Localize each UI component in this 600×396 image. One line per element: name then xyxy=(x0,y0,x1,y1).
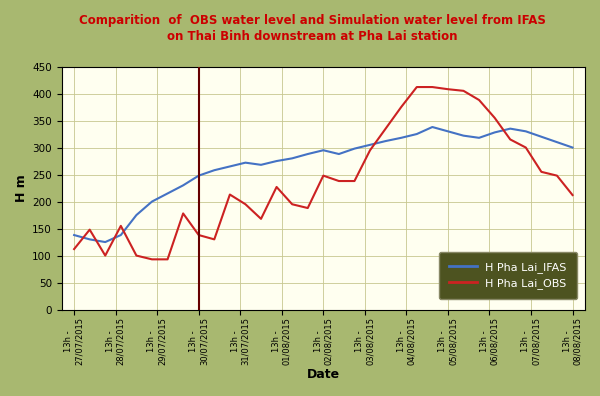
Text: on Thai Binh downstream at Pha Lai station: on Thai Binh downstream at Pha Lai stati… xyxy=(167,30,457,43)
Y-axis label: H m: H m xyxy=(15,174,28,202)
Legend: H Pha Lai_IFAS, H Pha Lai_OBS: H Pha Lai_IFAS, H Pha Lai_OBS xyxy=(439,252,577,299)
X-axis label: Date: Date xyxy=(307,368,340,381)
Text: Comparition  of  OBS water level and Simulation water level from IFAS: Comparition of OBS water level and Simul… xyxy=(79,14,545,27)
